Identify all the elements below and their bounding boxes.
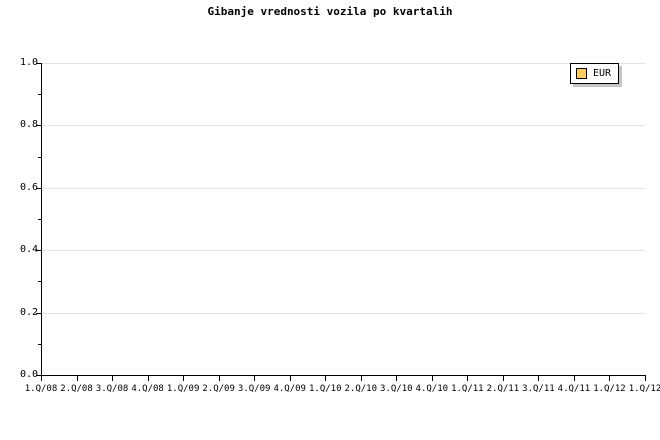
x-axis-tick-label: 1.Q/10 bbox=[308, 384, 342, 394]
x-axis-tick-label: 3.Q/08 bbox=[95, 384, 129, 394]
x-axis-tick bbox=[573, 376, 575, 381]
x-axis-tick-label: 4.Q/10 bbox=[415, 384, 449, 394]
x-axis-tick bbox=[289, 376, 291, 381]
x-axis-tick bbox=[76, 376, 78, 381]
x-axis-tick bbox=[467, 376, 469, 381]
legend-label-eur: EUR bbox=[593, 68, 612, 79]
x-axis-tick bbox=[254, 376, 256, 381]
chart-legend: EUR bbox=[570, 63, 620, 84]
x-axis-tick-label: 2.Q/11 bbox=[486, 384, 520, 394]
gridline-horizontal bbox=[41, 250, 645, 252]
legend-swatch-eur bbox=[576, 68, 587, 79]
x-axis-tick-label: 4.Q/11 bbox=[557, 384, 591, 394]
gridline-horizontal bbox=[41, 125, 645, 127]
gridline-horizontal bbox=[41, 63, 645, 64]
y-axis-tick-label: 0.2 bbox=[19, 306, 38, 318]
x-axis-tick bbox=[396, 376, 398, 381]
x-axis-tick-label: 2.Q/09 bbox=[202, 384, 235, 394]
y-axis-tick-major bbox=[36, 187, 41, 189]
x-axis-tick bbox=[147, 376, 149, 381]
y-axis-tick-minor bbox=[38, 281, 41, 283]
y-axis-tick-major bbox=[36, 125, 41, 127]
y-axis-tick-major bbox=[36, 250, 41, 252]
y-axis-tick-minor bbox=[38, 343, 41, 345]
y-axis-tick-label: 0.4 bbox=[19, 244, 38, 256]
x-axis-tick-label: 1.Q/11 bbox=[451, 384, 484, 394]
x-axis-tick bbox=[183, 376, 185, 381]
x-axis-tick-label: 1.Q/12 bbox=[628, 384, 660, 394]
y-axis-tick-label: 0.8 bbox=[19, 119, 38, 131]
chart-title: Gibanje vrednosti vozila po kvartalih bbox=[207, 5, 453, 18]
gridline-horizontal bbox=[41, 187, 645, 189]
x-axis-tick-label: 1.Q/08 bbox=[24, 384, 58, 394]
y-axis-tick-major bbox=[36, 63, 41, 64]
x-axis-tick bbox=[645, 376, 646, 381]
y-axis-tick-minor bbox=[38, 94, 41, 96]
x-axis-tick-label: 3.Q/10 bbox=[380, 384, 413, 394]
x-axis-tick bbox=[360, 376, 362, 381]
x-axis-tick bbox=[502, 376, 504, 381]
x-axis-tick bbox=[538, 376, 540, 381]
y-axis-line bbox=[41, 63, 42, 376]
x-axis-tick bbox=[218, 376, 220, 381]
x-axis-tick-label: 2.Q/10 bbox=[344, 384, 378, 394]
x-axis-tick-label: 4.Q/09 bbox=[273, 384, 306, 394]
gridline-horizontal bbox=[41, 312, 645, 314]
plot-area bbox=[41, 63, 645, 375]
x-axis-tick bbox=[431, 376, 433, 381]
x-axis-tick-label: 1.Q/12 bbox=[593, 384, 626, 394]
x-axis-tick bbox=[41, 376, 42, 381]
x-axis-tick-label: 3.Q/11 bbox=[522, 384, 555, 394]
x-axis-tick bbox=[325, 376, 327, 381]
x-axis-tick-label: 4.Q/08 bbox=[131, 384, 164, 394]
x-axis-tick bbox=[112, 376, 114, 381]
x-axis-tick bbox=[609, 376, 611, 381]
x-axis-tick-label: 1.Q/09 bbox=[166, 384, 200, 394]
y-axis-tick-label: 1.0 bbox=[19, 57, 38, 68]
y-axis-tick-minor bbox=[38, 156, 41, 158]
y-axis-tick-major bbox=[36, 375, 41, 376]
y-axis-tick-major bbox=[36, 312, 41, 314]
x-axis-tick-label: 3.Q/09 bbox=[237, 384, 271, 394]
y-axis-tick-minor bbox=[38, 219, 41, 220]
y-axis-tick-label: 0.6 bbox=[19, 181, 38, 193]
y-axis-tick-label: 0.0 bbox=[19, 369, 38, 380]
x-axis-tick-label: 2.Q/08 bbox=[60, 384, 93, 394]
x-axis-line bbox=[41, 375, 646, 376]
